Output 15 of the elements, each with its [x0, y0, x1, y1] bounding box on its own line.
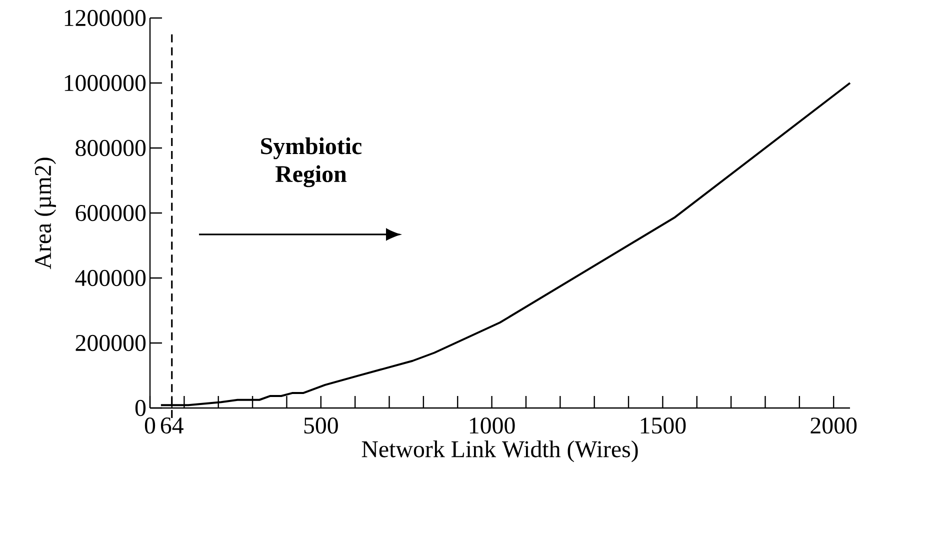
- y-tick-label: 800000: [76, 140, 146, 156]
- y-axis-title: Area (µm2): [34, 158, 56, 270]
- x-tick-label: 500: [304, 418, 338, 434]
- x-tick-label: 2000: [810, 418, 857, 434]
- y-tick-label: 1000000: [64, 74, 146, 92]
- x-tick-label: 64: [160, 418, 184, 434]
- annotation: Symbiotic Region: [261, 137, 362, 188]
- y-tick-label: 200000: [76, 334, 146, 352]
- x-tick-label: 1000: [470, 418, 515, 434]
- y-tick-label: 400000: [75, 270, 146, 286]
- y-tick-label: 600000: [76, 204, 146, 222]
- y-tick-label: 0: [135, 400, 146, 416]
- y-tick-label: 1200000: [64, 10, 146, 26]
- x-axis-title: Network Link Width (Wires): [362, 440, 638, 462]
- x-tick-label: 1500: [640, 418, 686, 434]
